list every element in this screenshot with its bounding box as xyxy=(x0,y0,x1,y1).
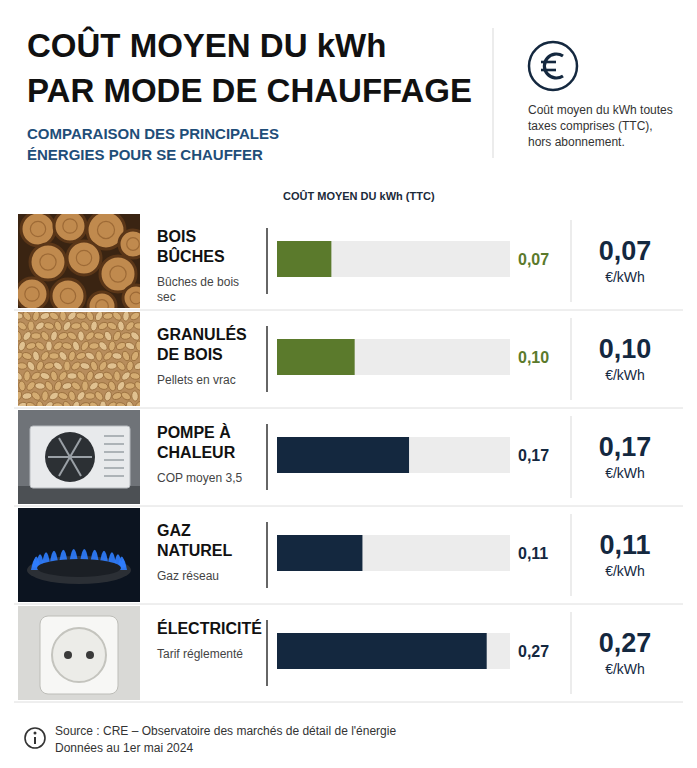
big-value: 0,10 xyxy=(599,334,652,364)
row-rule xyxy=(266,424,268,490)
bar xyxy=(277,437,409,473)
column-header: COÛT MOYEN DU kWh (TTC) xyxy=(283,190,435,202)
date-note: Données au 1er mai 2024 xyxy=(55,741,193,755)
category-label: ÉLECTRICITÉ xyxy=(157,619,262,637)
photo xyxy=(18,214,140,308)
big-value: 0,17 xyxy=(599,432,652,462)
description: COP moyen 3,5 xyxy=(157,471,242,485)
big-value: 0,07 xyxy=(599,236,652,266)
category-label: GRANULÉSDE BOIS xyxy=(157,325,247,363)
bar xyxy=(277,633,487,669)
description: Pellets en vrac xyxy=(157,373,236,387)
bar xyxy=(277,241,331,277)
info-icon xyxy=(25,728,45,748)
row-rule xyxy=(266,228,268,294)
source: Source : CRE – Observatoire des marchés … xyxy=(55,724,396,738)
row-separator xyxy=(14,310,683,311)
row-rule xyxy=(266,522,268,588)
unit: €/kWh xyxy=(605,269,645,285)
euro-icon xyxy=(529,42,577,90)
category-label: GAZNATUREL xyxy=(157,522,232,559)
data-label: 0,10 xyxy=(518,349,549,366)
divider xyxy=(493,28,494,158)
column-divider xyxy=(571,318,572,400)
subtitle: COMPARAISON DES PRINCIPALESÉNERGIES POUR… xyxy=(27,125,279,163)
row-separator xyxy=(14,506,683,507)
data-label: 0,11 xyxy=(518,545,548,562)
bar-track xyxy=(277,241,510,277)
bar-track xyxy=(277,633,510,669)
photo xyxy=(18,606,140,700)
unit: €/kWh xyxy=(605,661,645,677)
description: Bûches de boissec xyxy=(157,275,239,304)
unit: €/kWh xyxy=(605,563,645,579)
bar-track xyxy=(277,339,510,375)
unit: €/kWh xyxy=(605,465,645,481)
row-separator xyxy=(14,702,683,703)
infographic: COÛT MOYEN DU kWhPAR MODE DE CHAUFFAGE CO… xyxy=(0,0,697,768)
title: COÛT MOYEN DU kWhPAR MODE DE CHAUFFAGE xyxy=(27,26,472,109)
photo xyxy=(18,312,140,406)
photo xyxy=(18,410,140,504)
category-label: BOISBÛCHES xyxy=(157,228,225,265)
note: Coût moyen du kWh toutestaxes comprises … xyxy=(528,103,673,149)
bar-track xyxy=(277,535,510,571)
data-label: 0,27 xyxy=(518,643,549,660)
row-separator xyxy=(14,408,683,409)
column-divider xyxy=(571,514,572,596)
column-divider xyxy=(571,612,572,694)
data-label: 0,17 xyxy=(518,447,549,464)
description: Gaz réseau xyxy=(157,569,219,583)
bar xyxy=(277,339,355,375)
row-rule xyxy=(266,620,268,686)
bar-track xyxy=(277,437,510,473)
photo xyxy=(18,508,140,602)
big-value: 0,11 xyxy=(599,530,650,560)
category-label: POMPE ÀCHALEUR xyxy=(157,423,236,461)
bars xyxy=(277,241,487,669)
description: Tarif réglementé xyxy=(157,647,243,661)
big-value: 0,27 xyxy=(599,628,652,658)
bar xyxy=(277,535,362,571)
column-divider xyxy=(571,416,572,498)
row-separator xyxy=(14,604,683,605)
unit: €/kWh xyxy=(605,367,645,383)
row-rule xyxy=(266,326,268,392)
data-label: 0,07 xyxy=(518,251,549,268)
column-divider xyxy=(571,220,572,302)
